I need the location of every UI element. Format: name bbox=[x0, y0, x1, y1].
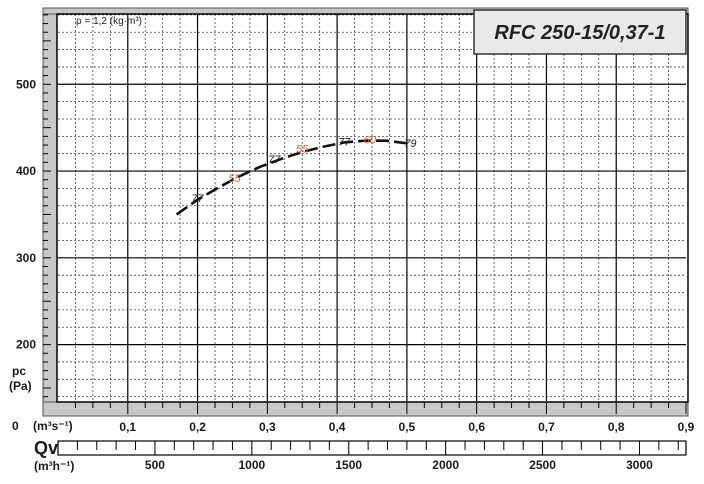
y-tick-label: 400 bbox=[16, 164, 36, 178]
y-tick-label: 500 bbox=[16, 77, 36, 91]
efficiency-label: 55 bbox=[228, 173, 241, 185]
x-tick-label: 0,6 bbox=[468, 420, 485, 434]
y-axis-label: pc bbox=[12, 364, 26, 378]
x-tick-label: 0,5 bbox=[399, 420, 416, 434]
origin-label: 0 bbox=[12, 419, 19, 433]
qv-tick-label: 2000 bbox=[432, 458, 459, 472]
x-tick-label: 0,2 bbox=[189, 420, 206, 434]
y-axis-unit: (Pa) bbox=[9, 379, 32, 393]
qv-tick-label: 1500 bbox=[335, 458, 362, 472]
efficiency-label: 60 bbox=[364, 135, 377, 147]
performance-curve bbox=[175, 139, 408, 216]
density-note: ρ = 1,2 (kg·m³) bbox=[76, 16, 142, 27]
model-title-box bbox=[473, 9, 687, 55]
efficiency-label: 77 bbox=[191, 193, 204, 205]
x-tick-label: 0,1 bbox=[119, 420, 136, 434]
model-title: RFC 250-15/0,37-1 bbox=[494, 22, 665, 44]
annotation-group: 77 55 77 55 77 60 79 bbox=[191, 135, 416, 205]
qv-tick-label: 3000 bbox=[626, 458, 653, 472]
qv-axis-ticks: 500 1000 1500 2000 2500 3000 bbox=[76, 441, 679, 472]
x-tick-label: 0,8 bbox=[608, 420, 625, 434]
y-tick-label: 200 bbox=[16, 338, 36, 352]
frame-bottom-strip bbox=[42, 401, 689, 417]
qv-tick-label: 1000 bbox=[238, 458, 265, 472]
x-tick-label: 0,7 bbox=[538, 420, 555, 434]
efficiency-label: 77 bbox=[268, 154, 281, 166]
series-group bbox=[175, 139, 408, 216]
plot-area bbox=[57, 14, 688, 402]
x-tick-label: 0,3 bbox=[259, 420, 276, 434]
efficiency-label: 79 bbox=[404, 138, 416, 150]
qv-axis-label: Qv bbox=[34, 438, 58, 458]
y-tick-label: 300 bbox=[16, 251, 36, 265]
efficiency-label: 77 bbox=[338, 136, 351, 148]
qv-scale-bar bbox=[57, 440, 687, 456]
x-tick-label: 0,4 bbox=[329, 420, 346, 434]
grid bbox=[58, 14, 686, 401]
x-axis-unit: (m³s⁻¹) bbox=[33, 419, 73, 433]
qv-tick-label: 2500 bbox=[529, 458, 556, 472]
qv-tick-label: 500 bbox=[145, 458, 165, 472]
qv-axis-unit: (m³h⁻¹) bbox=[34, 459, 74, 473]
x-axis-ticks: 0,1 0,2 0,3 0,4 0,5 0,6 0,7 0,8 0,9 bbox=[74, 402, 695, 434]
efficiency-label: 55 bbox=[296, 143, 309, 155]
x-tick-label: 0,9 bbox=[678, 420, 695, 434]
y-axis-ticks: 200 300 400 500 bbox=[16, 14, 51, 398]
